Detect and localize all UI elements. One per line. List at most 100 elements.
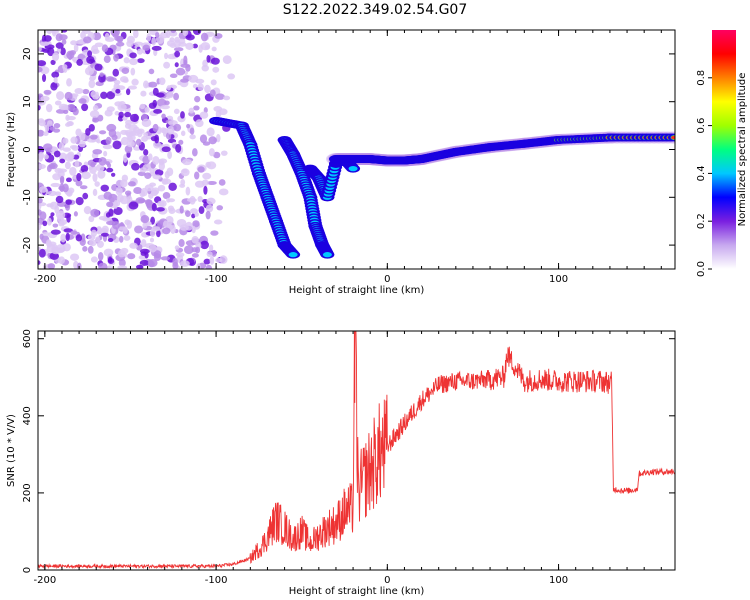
noise-point — [162, 220, 169, 228]
noise-point — [38, 202, 42, 211]
noise-point — [155, 31, 160, 38]
noise-point — [66, 50, 75, 60]
noise-point — [70, 40, 77, 46]
noise-point — [39, 233, 44, 240]
noise-point — [129, 130, 137, 137]
noise-point — [165, 30, 171, 39]
noise-point — [58, 103, 69, 111]
noise-point — [88, 79, 96, 89]
noise-point — [154, 169, 164, 176]
noise-point — [227, 73, 236, 80]
noise-point — [199, 134, 208, 144]
noise-point — [118, 111, 124, 119]
colorbar-tick-label: 0.8 — [696, 70, 707, 86]
snr-ytick-label: 200 — [22, 483, 33, 502]
noise-point — [92, 173, 98, 183]
snr-ytick-label: 0 — [22, 567, 33, 573]
noise-point — [88, 215, 95, 223]
noise-point — [170, 30, 177, 34]
noise-point — [66, 189, 72, 196]
noise-point — [90, 90, 97, 98]
noise-point — [209, 244, 214, 252]
noise-point — [69, 253, 80, 261]
noise-point — [114, 35, 124, 42]
noise-point — [81, 103, 89, 112]
noise-point — [42, 232, 50, 237]
heatmap-ylabel: Frequency (Hz) — [6, 112, 17, 188]
noise-point — [163, 61, 171, 69]
noise-point — [106, 167, 114, 173]
noise-point — [61, 39, 67, 45]
noise-point — [69, 166, 77, 176]
noise-point — [43, 89, 52, 95]
noise-point — [49, 252, 59, 260]
noise-point — [182, 30, 189, 37]
noise-point — [206, 197, 216, 205]
noise-point — [157, 200, 165, 207]
noise-point — [142, 44, 150, 51]
noise-point — [151, 187, 160, 195]
noise-point — [54, 191, 62, 196]
noise-point — [50, 82, 58, 91]
ridge-mid — [288, 252, 298, 258]
noise-point — [83, 206, 92, 215]
noise-point — [73, 43, 79, 53]
noise-point — [175, 67, 186, 76]
noise-point — [52, 223, 59, 228]
noise-point — [87, 245, 94, 254]
heatmap-layer — [38, 30, 675, 269]
noise-point — [65, 177, 72, 183]
noise-point — [140, 90, 147, 97]
noise-point — [98, 262, 108, 269]
colorbar — [712, 30, 736, 269]
noise-point — [94, 63, 103, 71]
snr-xtick-label: 0 — [384, 575, 390, 586]
noise-point — [206, 161, 217, 170]
noise-point — [157, 184, 166, 192]
noise-point — [214, 33, 223, 39]
noise-point — [100, 91, 108, 100]
noise-point — [62, 243, 71, 252]
noise-point — [38, 260, 41, 265]
noise-point — [113, 53, 119, 62]
ridge-core — [671, 135, 675, 140]
noise-point — [142, 80, 149, 89]
noise-point — [63, 109, 69, 115]
noise-point — [53, 150, 61, 158]
noise-point — [190, 208, 198, 214]
snr-ytick-label: 400 — [22, 406, 33, 425]
noise-point — [191, 253, 199, 258]
noise-point — [148, 244, 157, 253]
noise-point — [209, 89, 216, 98]
noise-point — [115, 186, 123, 196]
noise-point — [210, 230, 219, 236]
noise-point — [180, 168, 190, 177]
noise-point — [66, 120, 74, 127]
noise-point — [173, 92, 180, 101]
noise-point — [38, 248, 46, 258]
noise-point — [38, 129, 45, 137]
noise-point — [116, 41, 125, 47]
noise-point — [166, 167, 174, 177]
noise-point — [206, 127, 215, 137]
snr-frame — [37, 330, 676, 571]
noise-point — [192, 30, 202, 36]
noise-point — [126, 140, 135, 148]
noise-point — [53, 76, 58, 84]
noise-point — [131, 162, 140, 171]
noise-point — [145, 199, 153, 208]
noise-point — [38, 209, 42, 216]
noise-point — [189, 195, 196, 205]
noise-point — [151, 203, 157, 212]
noise-point — [195, 119, 204, 128]
noise-point — [47, 190, 57, 197]
noise-point — [43, 35, 52, 42]
noise-point — [92, 105, 99, 112]
noise-point — [185, 186, 191, 196]
noise-point — [191, 236, 199, 244]
noise-point — [76, 172, 82, 182]
noise-point — [53, 123, 61, 129]
noise-point — [140, 251, 147, 256]
noise-point — [55, 195, 64, 204]
noise-point — [104, 32, 110, 41]
